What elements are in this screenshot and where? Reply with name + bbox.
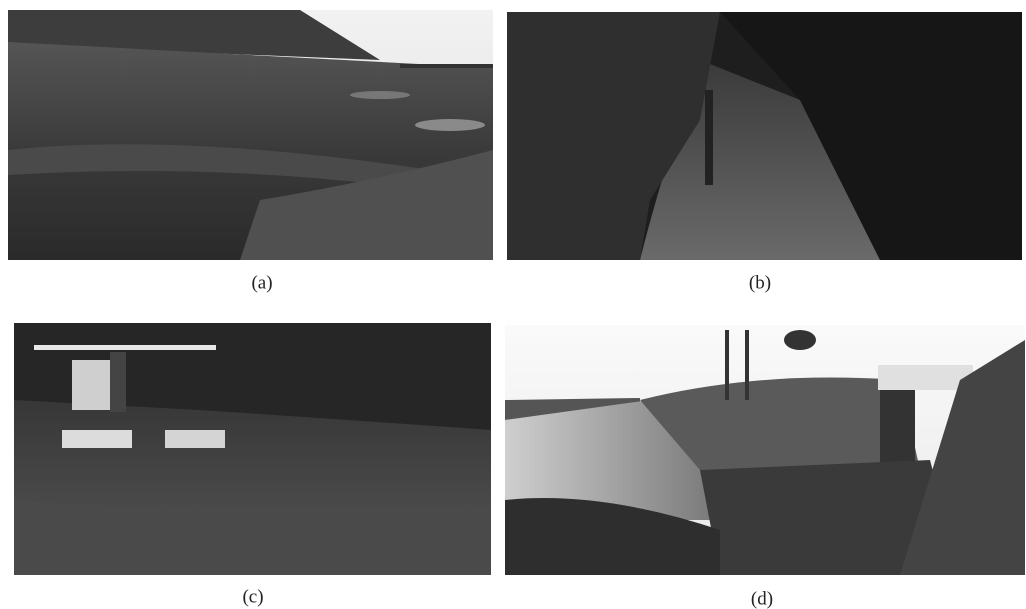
caption: (c)	[242, 586, 263, 607]
photo-a	[8, 10, 493, 260]
photo-d	[505, 325, 1025, 575]
page: (a) (b) (c) (d) (() => { const data	[0, 0, 1026, 609]
caption: (b)	[749, 272, 771, 293]
photo-c	[14, 323, 491, 575]
caption: (d)	[751, 588, 773, 609]
figure: (a) (b) (c) (d)	[0, 0, 1026, 609]
photo-b	[507, 12, 1022, 260]
caption: (a)	[251, 272, 272, 293]
